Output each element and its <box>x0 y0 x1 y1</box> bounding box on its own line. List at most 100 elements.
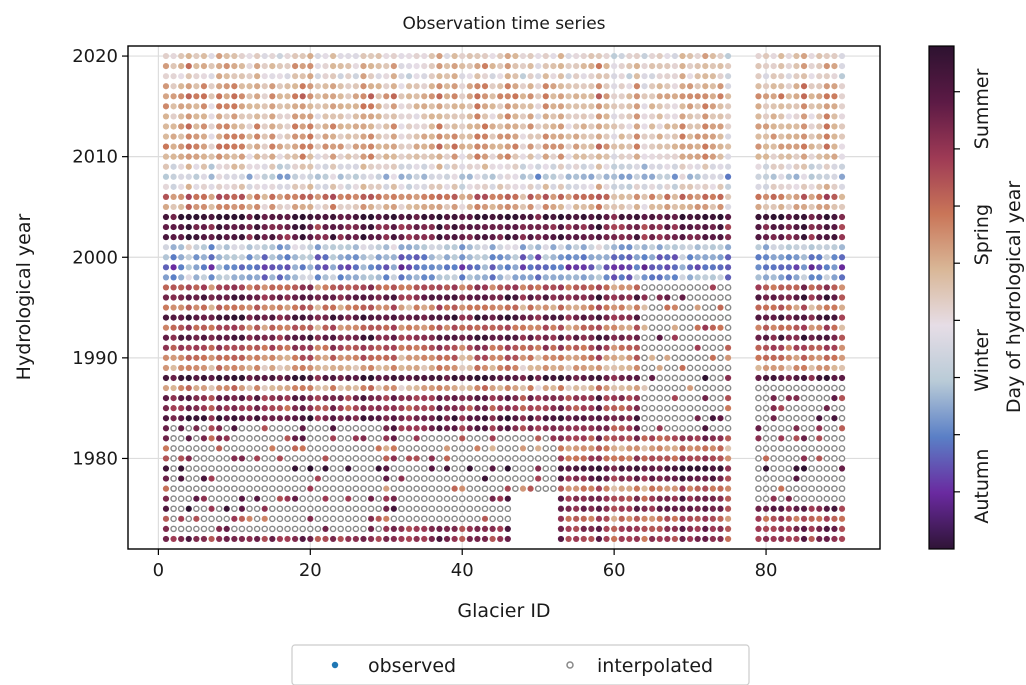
observed-point <box>367 274 375 281</box>
interpolated-point <box>177 495 185 503</box>
interpolated-point <box>648 334 656 342</box>
observed-point <box>580 113 587 120</box>
interpolated-point <box>823 414 831 422</box>
observed-point <box>762 63 770 70</box>
interpolated-point <box>223 465 231 472</box>
observed-point <box>717 445 724 452</box>
observed-point <box>231 294 238 301</box>
observed-point <box>428 284 435 291</box>
observed-point <box>200 364 208 372</box>
interpolated-point <box>269 465 276 472</box>
observed-point <box>793 83 800 90</box>
observed-point <box>565 314 572 321</box>
observed-point <box>679 234 686 241</box>
observed-point <box>185 193 192 200</box>
observed-point <box>611 415 618 422</box>
observed-point <box>216 254 223 261</box>
observed-point <box>231 93 238 100</box>
observed-point <box>200 63 208 70</box>
observed-point <box>588 525 595 532</box>
observed-point <box>679 475 686 482</box>
observed-point <box>838 465 846 472</box>
observed-point <box>337 203 344 211</box>
interpolated-point <box>671 294 679 301</box>
observed-point <box>269 395 276 402</box>
interpolated-point <box>223 424 231 432</box>
observed-point <box>307 234 314 241</box>
observed-point <box>208 374 215 382</box>
observed-point <box>345 103 352 110</box>
observed-point <box>314 52 321 60</box>
observed-point <box>162 103 170 110</box>
observed-point <box>724 344 732 351</box>
interpolated-point <box>694 334 701 342</box>
observed-point <box>504 344 511 351</box>
interpolated-point <box>352 424 360 432</box>
observed-point <box>383 274 390 281</box>
interpolated-point <box>269 505 276 513</box>
observed-point <box>474 123 481 130</box>
observed-point <box>550 415 557 422</box>
observed-point <box>793 395 800 402</box>
observed-point <box>649 143 656 150</box>
interpolated-point <box>785 424 793 432</box>
observed-point <box>595 395 603 402</box>
observed-point <box>793 173 800 180</box>
observed-point <box>504 384 511 392</box>
observed-point <box>428 183 435 190</box>
observed-point <box>216 294 223 301</box>
observed-point <box>550 234 557 241</box>
interpolated-point <box>808 455 815 462</box>
observed-point <box>542 123 549 130</box>
observed-point <box>778 525 785 532</box>
observed-point <box>679 264 686 271</box>
observed-point <box>162 535 170 543</box>
observed-point <box>595 304 603 311</box>
interpolated-point <box>246 525 253 533</box>
interpolated-point <box>770 445 777 452</box>
observed-point <box>200 324 208 331</box>
interpolated-point <box>367 475 375 482</box>
observed-point <box>595 93 603 100</box>
observed-point <box>443 234 451 241</box>
observed-point <box>428 173 435 180</box>
observed-point <box>664 475 671 482</box>
observed-point <box>535 244 542 251</box>
observed-point <box>611 364 618 372</box>
observed-point <box>390 284 397 291</box>
observed-point <box>535 254 542 261</box>
observed-point <box>709 254 716 261</box>
observed-point <box>770 395 777 402</box>
interpolated-point <box>717 424 724 432</box>
observed-point <box>641 505 648 512</box>
interpolated-point <box>261 485 269 492</box>
observed-point <box>193 405 200 412</box>
observed-point <box>641 203 648 211</box>
observed-point <box>352 153 359 160</box>
observed-point <box>246 113 253 120</box>
observed-point <box>405 234 413 241</box>
observed-point <box>770 143 777 150</box>
observed-point <box>489 395 496 402</box>
observed-point <box>580 515 587 522</box>
observed-point <box>185 395 192 402</box>
observed-point <box>512 193 519 200</box>
observed-point <box>322 223 329 231</box>
interpolated-point <box>420 435 428 442</box>
interpolated-point <box>489 455 496 462</box>
observed-point <box>557 234 565 241</box>
observed-point <box>459 415 466 422</box>
observed-point <box>573 445 580 452</box>
observed-point <box>535 465 542 472</box>
interpolated-point <box>352 525 360 533</box>
observed-point <box>649 455 656 462</box>
observed-point <box>778 505 785 512</box>
observed-point <box>322 63 329 70</box>
observed-point <box>216 203 223 211</box>
observed-point <box>489 284 496 291</box>
observed-point <box>656 535 663 543</box>
interpolated-point <box>481 435 489 442</box>
observed-point <box>542 264 549 271</box>
interpolated-point <box>443 475 451 482</box>
interpolated-point <box>785 475 793 482</box>
